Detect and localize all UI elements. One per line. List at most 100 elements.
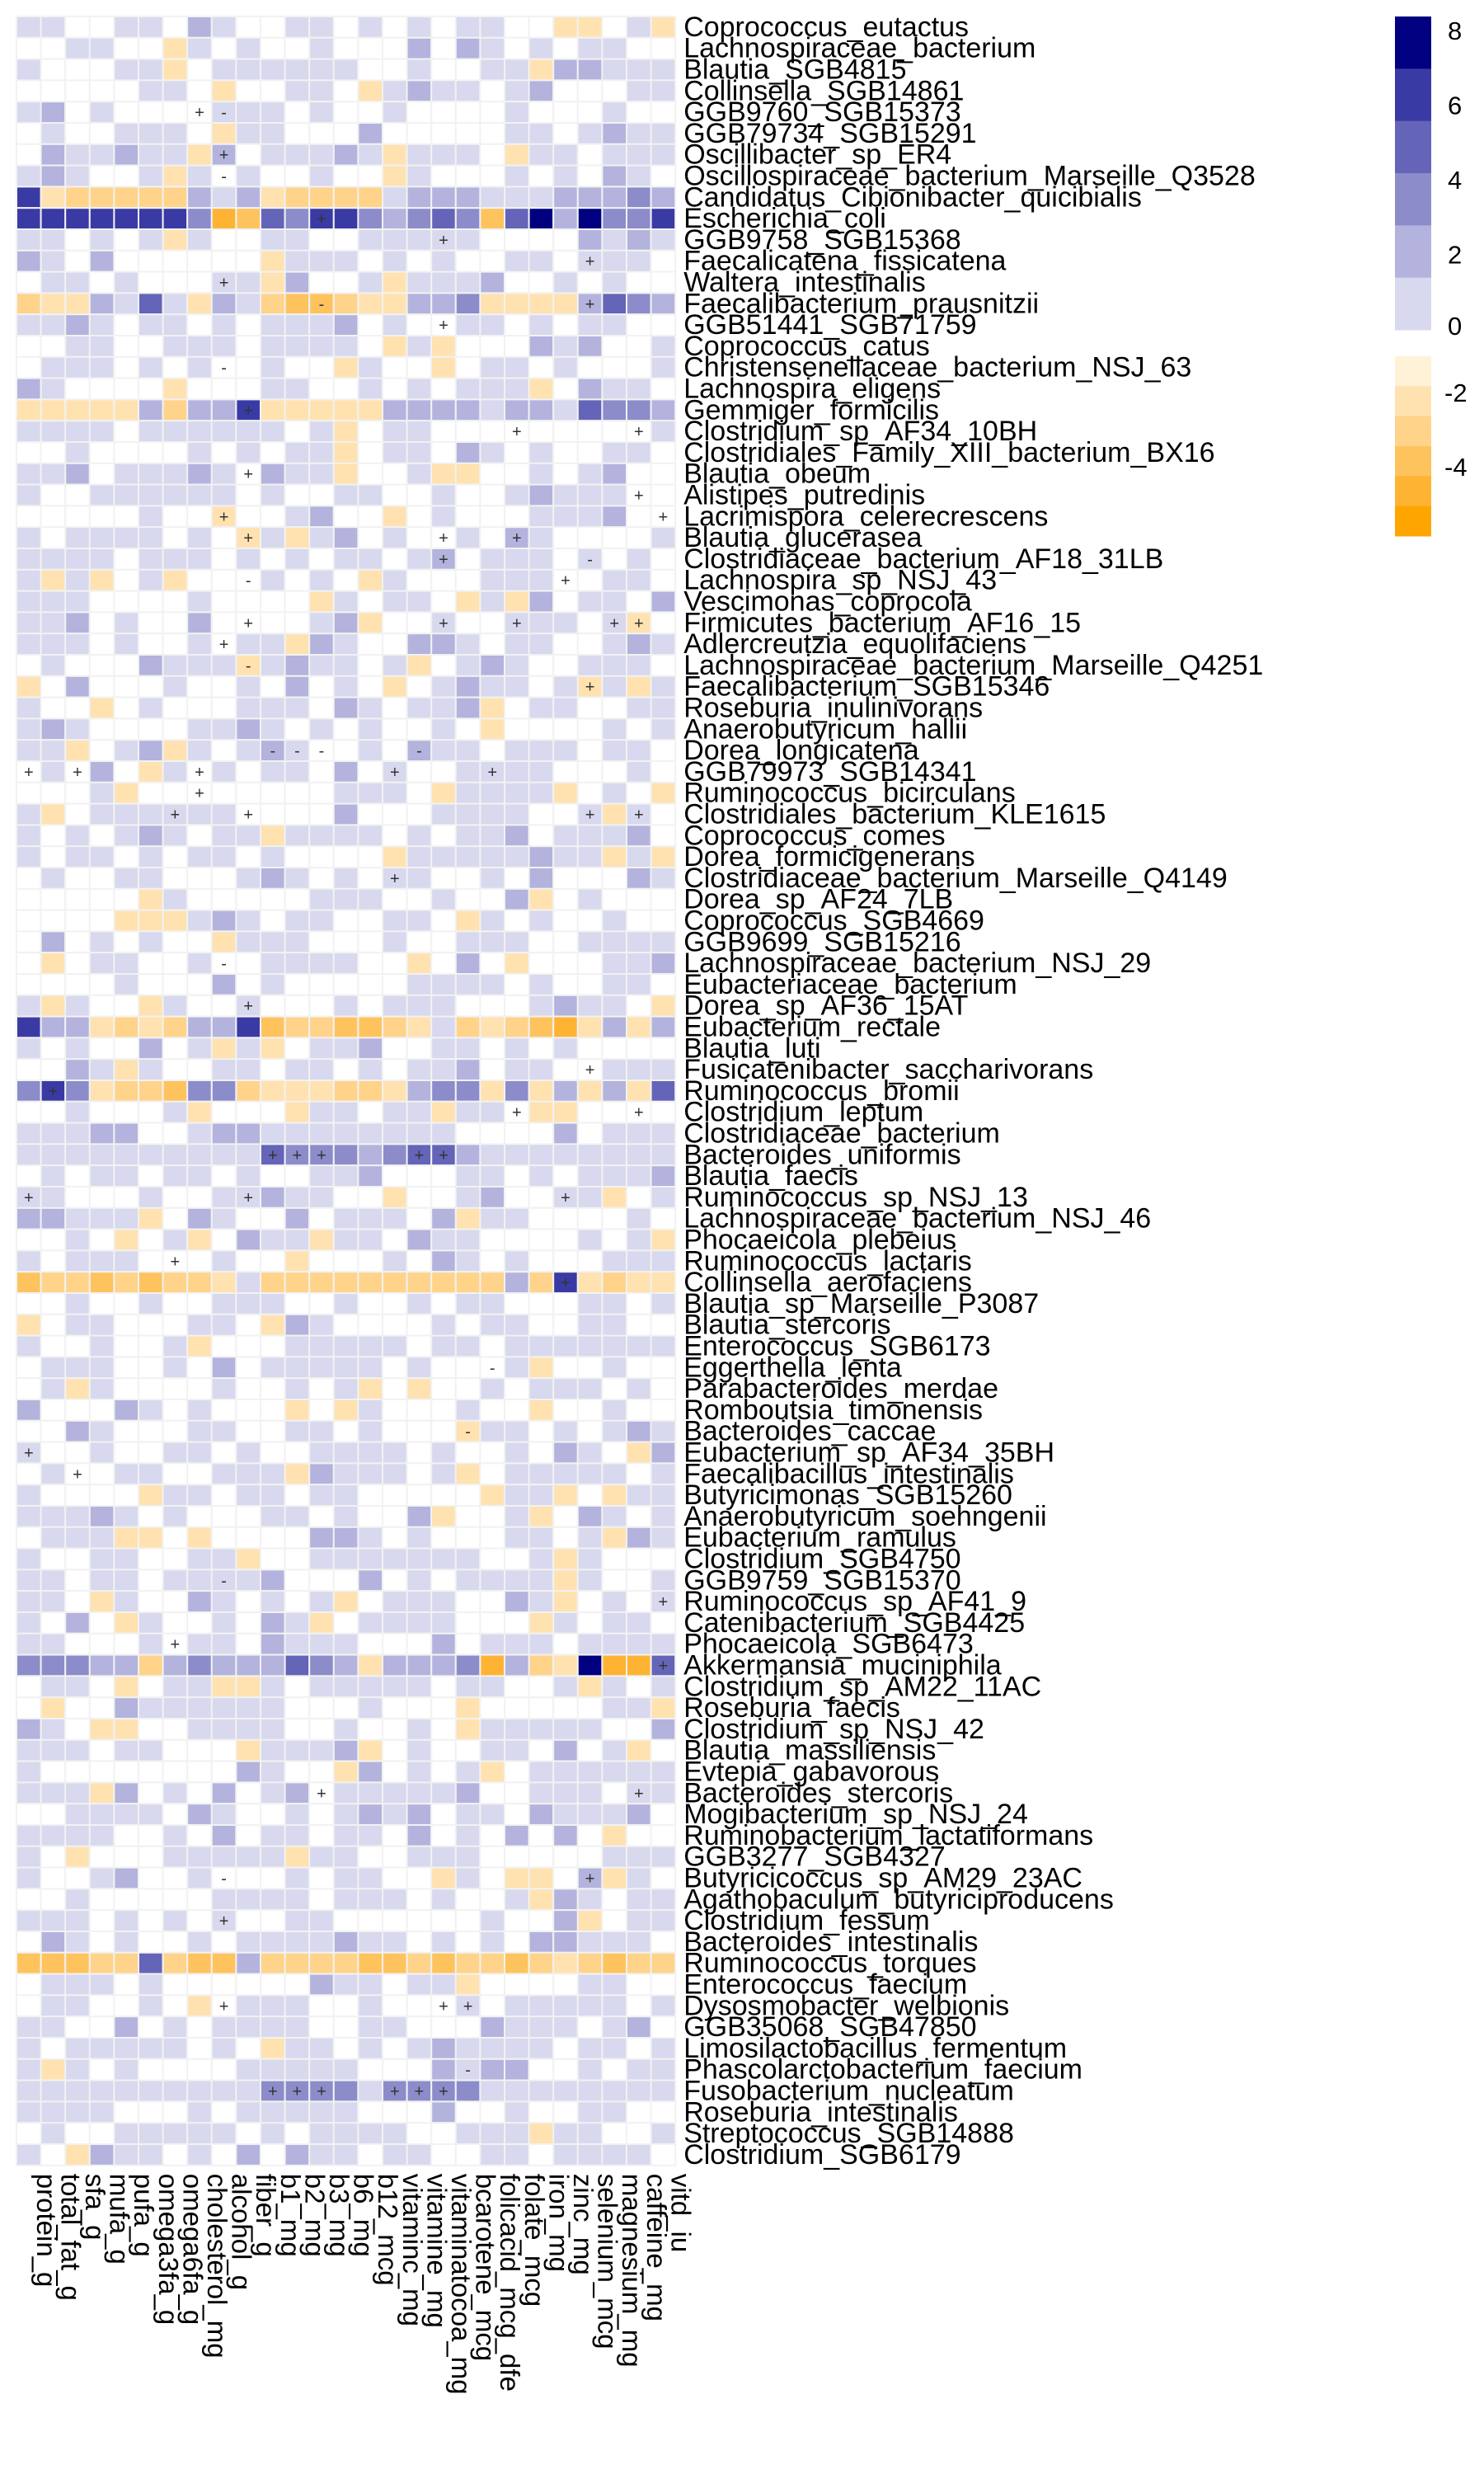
heatmap-cell xyxy=(113,739,139,763)
heatmap-cell xyxy=(504,1015,530,1039)
heatmap-cell xyxy=(626,1292,652,1315)
heatmap-cell xyxy=(357,1696,383,1719)
heatmap-cell xyxy=(552,143,579,167)
significance-sign: + xyxy=(73,1465,82,1484)
heatmap-cell xyxy=(601,1122,628,1145)
heatmap-cell xyxy=(162,16,189,39)
heatmap-cell xyxy=(454,1313,481,1337)
heatmap-cell xyxy=(138,1696,164,1719)
heatmap-cell xyxy=(308,1058,335,1081)
heatmap-cell xyxy=(186,441,213,464)
heatmap-cell xyxy=(308,335,335,358)
heatmap-cell xyxy=(406,973,433,996)
heatmap-cell xyxy=(138,568,164,592)
heatmap-cell xyxy=(479,1058,506,1081)
heatmap-cell xyxy=(138,1973,164,1997)
heatmap-cell xyxy=(430,1419,457,1443)
heatmap-cell xyxy=(235,909,261,933)
heatmap-cell xyxy=(650,1228,677,1252)
heatmap-cell xyxy=(479,1206,506,1230)
heatmap-cell xyxy=(64,377,91,401)
row-label: GGB79734_SGB15291 xyxy=(683,118,976,149)
heatmap-cell xyxy=(576,1909,603,1932)
heatmap-cell xyxy=(16,675,42,698)
heatmap-cell xyxy=(16,526,42,550)
heatmap-cell xyxy=(357,930,383,954)
heatmap-cell xyxy=(40,164,67,188)
heatmap-cell xyxy=(308,909,335,933)
heatmap-cell xyxy=(284,717,311,741)
heatmap-cell xyxy=(382,1228,408,1252)
heatmap-cell xyxy=(479,1909,506,1932)
heatmap-cell xyxy=(332,292,359,316)
heatmap-cell xyxy=(138,739,164,763)
heatmap-cell xyxy=(235,973,261,996)
heatmap-cell xyxy=(332,420,359,444)
heatmap-cell xyxy=(382,1015,408,1039)
heatmap-cell xyxy=(504,355,530,379)
heatmap-cell xyxy=(357,1718,383,1741)
heatmap-cell xyxy=(138,781,164,805)
heatmap-cell xyxy=(138,590,164,614)
heatmap-cell xyxy=(626,973,652,996)
row-label: Alistipes_putredinis xyxy=(683,480,925,511)
heatmap-cell xyxy=(406,1760,433,1784)
heatmap-cell xyxy=(308,633,335,656)
heatmap-cell xyxy=(576,824,603,848)
heatmap-cell xyxy=(626,462,652,486)
heatmap-cell xyxy=(88,1505,115,1528)
heatmap-cell xyxy=(332,1526,359,1550)
heatmap-cell xyxy=(454,1696,481,1719)
heatmap-cell xyxy=(357,1505,383,1528)
heatmap-cell xyxy=(504,1206,530,1230)
heatmap-cell xyxy=(186,1334,213,1358)
heatmap-cell xyxy=(504,1994,530,2018)
heatmap-cell xyxy=(454,1931,481,1954)
heatmap-cell xyxy=(16,2100,42,2124)
heatmap-cell xyxy=(64,1292,91,1315)
heatmap-cell xyxy=(406,1186,433,1209)
heatmap-cell xyxy=(138,1526,164,1550)
heatmap-cell xyxy=(430,2100,457,2124)
heatmap-cell xyxy=(626,1675,652,1699)
heatmap-cell xyxy=(260,1866,286,1890)
heatmap-cell xyxy=(552,611,579,635)
heatmap-cell xyxy=(162,1909,189,1932)
heatmap-cell xyxy=(454,441,481,464)
heatmap-cell xyxy=(260,143,286,167)
heatmap-cell xyxy=(138,1143,164,1167)
heatmap-cell xyxy=(210,186,237,209)
heatmap-cell xyxy=(479,611,506,635)
heatmap-cell xyxy=(210,36,237,60)
heatmap-cell xyxy=(113,505,139,529)
heatmap-cell xyxy=(332,1015,359,1039)
heatmap-cell xyxy=(454,952,481,975)
row-label: Clostridiaceae_bacterium_Marseille_Q4149 xyxy=(683,863,1228,894)
heatmap-cell xyxy=(16,1334,42,1358)
significance-sign: - xyxy=(221,168,227,186)
heatmap-cell xyxy=(88,867,115,890)
heatmap-cell xyxy=(186,355,213,379)
heatmap-cell xyxy=(16,1526,42,1550)
heatmap-cell xyxy=(576,1675,603,1699)
heatmap-cell xyxy=(382,377,408,401)
heatmap-cell xyxy=(650,292,677,316)
heatmap-cell xyxy=(332,249,359,273)
heatmap-cell xyxy=(186,1909,213,1932)
heatmap-cell xyxy=(210,654,237,677)
heatmap-cell xyxy=(626,1824,652,1847)
heatmap-cell xyxy=(308,1526,335,1550)
heatmap-cell xyxy=(528,1569,555,1592)
heatmap-cell xyxy=(626,845,652,868)
heatmap-cell xyxy=(552,1462,579,1486)
row-label: Eubacterium_ramulus xyxy=(683,1522,956,1554)
significance-sign: + xyxy=(171,1636,181,1654)
heatmap-cell xyxy=(186,1973,213,1997)
heatmap-cell xyxy=(382,1888,408,1912)
heatmap-cell xyxy=(504,1399,530,1422)
heatmap-cell xyxy=(504,1845,530,1869)
heatmap-cell xyxy=(382,590,408,614)
heatmap-cell xyxy=(504,1632,530,1656)
significance-sign: + xyxy=(585,807,595,825)
